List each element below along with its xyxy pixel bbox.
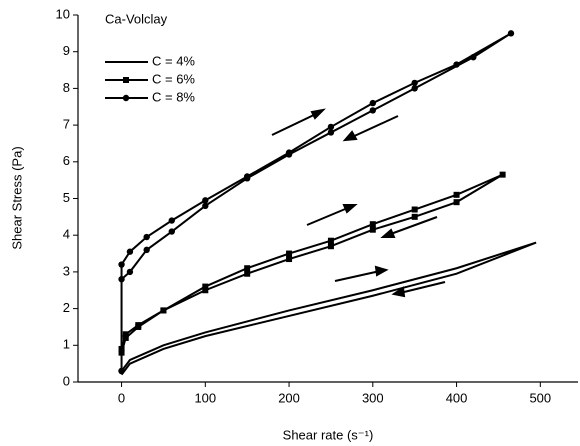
data-point	[244, 265, 251, 272]
data-point	[168, 228, 176, 235]
y-tick-label: 8	[63, 80, 70, 95]
x-tick-label: 400	[446, 390, 468, 405]
data-point	[327, 123, 335, 131]
data-point	[453, 191, 460, 198]
data-point	[411, 79, 418, 87]
data-point	[202, 202, 209, 210]
data-point	[143, 233, 150, 241]
data-point	[327, 129, 335, 136]
data-point	[411, 85, 418, 92]
data-point	[507, 30, 515, 37]
series-line	[120, 173, 504, 353]
data-point	[135, 322, 142, 329]
x-tick-label: 200	[278, 390, 300, 405]
data-point	[126, 248, 134, 255]
data-point	[369, 107, 377, 114]
data-point	[244, 270, 251, 277]
x-tick-label: 500	[529, 390, 551, 405]
y-tick-label: 0	[63, 373, 70, 388]
legend-marker	[123, 77, 129, 83]
y-tick-label: 4	[63, 227, 70, 242]
data-point	[327, 237, 334, 244]
legend-marker	[122, 94, 130, 102]
data-point	[286, 256, 293, 263]
legend-label: C = 6%	[152, 71, 195, 86]
y-tick-label: 10	[56, 6, 70, 21]
data-point	[453, 61, 460, 68]
data-point	[160, 307, 167, 314]
data-point	[202, 283, 209, 290]
data-point	[470, 54, 477, 61]
data-point	[369, 221, 376, 228]
data-point	[168, 217, 176, 224]
data-point	[202, 287, 209, 294]
y-tick-label: 6	[63, 153, 70, 168]
y-tick-label: 1	[63, 337, 70, 352]
data-point	[453, 199, 460, 206]
y-axis-label: Shear Stress (Pa)	[9, 146, 24, 249]
data-point	[285, 151, 293, 158]
data-point	[122, 334, 129, 341]
y-tick-label: 5	[63, 190, 70, 205]
x-tick-label: 0	[118, 390, 125, 405]
legend-label: C = 8%	[152, 89, 195, 104]
data-point	[286, 250, 293, 257]
data-point	[118, 276, 125, 283]
x-axis-label: Shear rate (s⁻¹)	[283, 427, 374, 442]
data-point	[411, 213, 418, 220]
data-point	[202, 197, 209, 204]
x-tick-label: 100	[194, 390, 216, 405]
data-point	[122, 331, 129, 338]
data-point	[143, 246, 150, 254]
data-point	[243, 175, 251, 182]
arrows	[271, 108, 446, 298]
data-point	[126, 268, 134, 276]
y-tick-label: 2	[63, 300, 70, 315]
data-point	[369, 226, 376, 233]
data-point	[499, 171, 506, 178]
data-point	[369, 99, 377, 107]
y-tick-label: 7	[63, 117, 70, 132]
data-point	[118, 261, 125, 268]
x-tick-label: 300	[362, 390, 384, 405]
y-tick-label: 3	[63, 263, 70, 278]
series-line	[120, 241, 537, 376]
data-point	[411, 206, 418, 213]
data-point	[327, 243, 334, 250]
annotation: Ca-Volclay	[105, 11, 168, 26]
legend-label: C = 4%	[152, 53, 195, 68]
y-tick-label: 9	[63, 43, 70, 58]
data-point	[118, 367, 125, 375]
